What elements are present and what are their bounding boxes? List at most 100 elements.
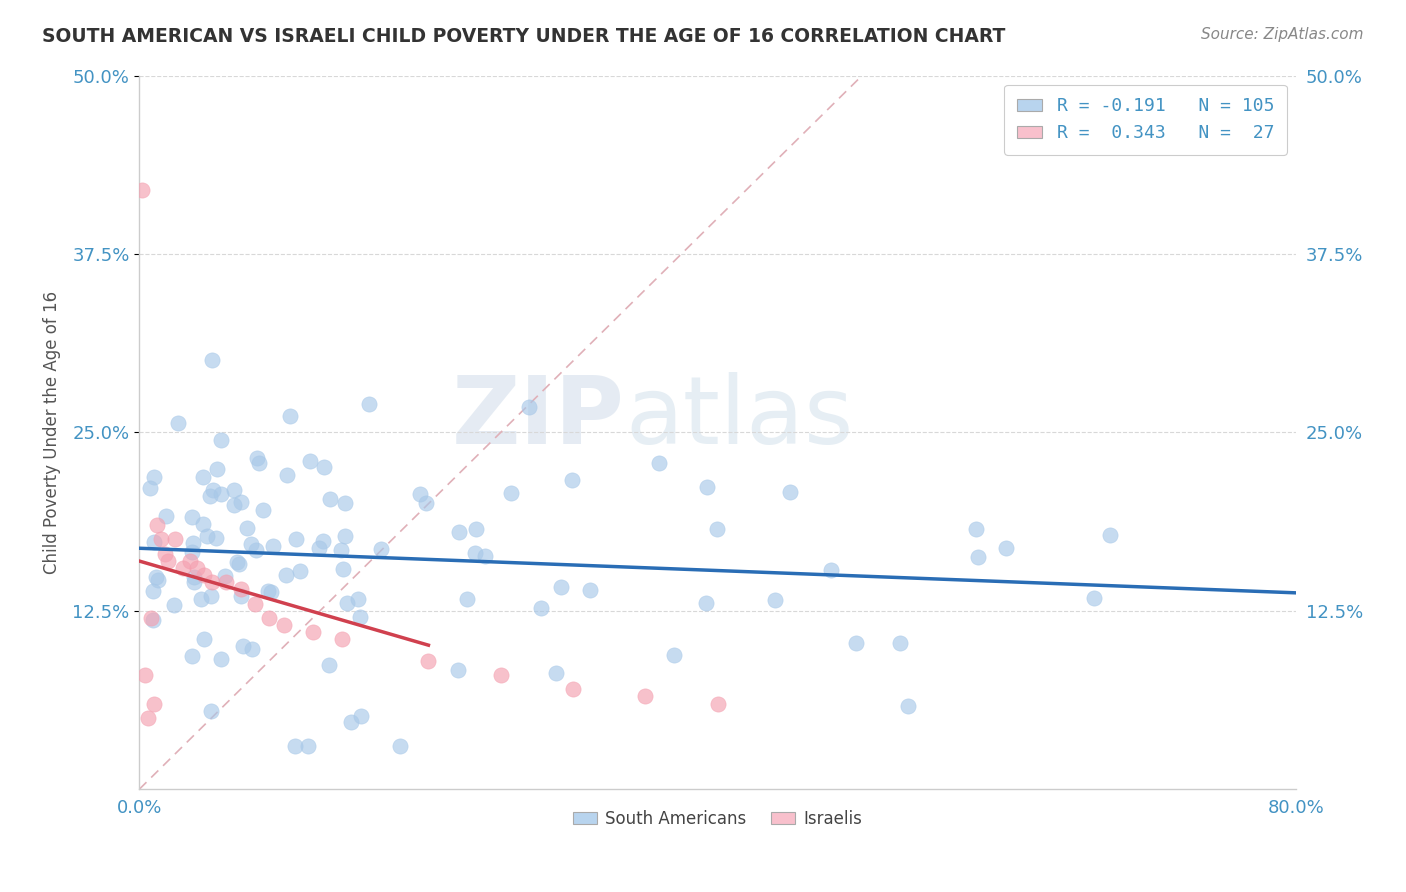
Point [370,541,392,556]
Point [243,597,266,611]
Point [278,409,301,423]
Point [889,636,911,650]
Point [247,456,270,470]
Point [456,592,478,607]
Point [706,697,728,711]
Point [447,663,470,677]
Point [273,618,295,632]
Point [389,739,412,754]
Point [202,483,225,497]
Point [181,545,204,559]
Point [464,546,486,560]
Point [240,641,263,656]
Point [232,639,254,653]
Point [181,648,204,663]
Point [229,590,252,604]
Point [193,632,215,646]
Point [209,487,232,501]
Point [696,480,718,494]
Point [142,613,165,627]
Point [186,561,208,575]
Text: atlas: atlas [626,372,853,464]
Point [530,601,553,615]
Point [239,537,262,551]
Point [779,484,801,499]
Point [245,543,267,558]
Point [195,529,218,543]
Point [179,554,201,568]
Point [561,474,583,488]
Point [333,496,356,510]
Point [145,570,167,584]
Point [544,666,567,681]
Point [142,584,165,599]
Point [163,599,186,613]
Point [201,352,224,367]
Point [967,550,990,565]
Point [145,518,167,533]
Point [201,575,224,590]
Point [146,573,169,587]
Point [260,585,283,599]
Point [134,668,156,682]
Point [299,453,322,467]
Point [648,456,671,470]
Point [994,541,1017,555]
Point [634,690,657,704]
Point [550,580,572,594]
Point [329,542,352,557]
Point [193,568,215,582]
Point [336,596,359,610]
Text: ZIP: ZIP [453,372,626,464]
Point [1083,591,1105,605]
Point [190,592,212,607]
Point [222,483,245,498]
Point [183,569,205,583]
Point [246,451,269,466]
Text: SOUTH AMERICAN VS ISRAELI CHILD POVERTY UNDER THE AGE OF 16 CORRELATION CHART: SOUTH AMERICAN VS ISRAELI CHILD POVERTY … [42,27,1005,45]
Point [965,522,987,536]
Point [200,704,222,718]
Point [229,494,252,508]
Point [214,569,236,583]
Point [333,529,356,543]
Point [897,699,920,714]
Point [136,711,159,725]
Point [215,575,238,590]
Point [262,539,284,553]
Point [347,591,370,606]
Point [259,611,281,625]
Point [205,462,228,476]
Point [225,556,247,570]
Point [562,682,585,697]
Point [519,400,541,414]
Point [285,532,308,546]
Point [205,531,228,545]
Point [418,654,440,668]
Point [763,592,786,607]
Point [209,651,232,665]
Point [172,561,194,575]
Point [143,535,166,549]
Point [449,525,471,540]
Point [318,658,340,673]
Point [142,697,165,711]
Legend: South Americans, Israelis: South Americans, Israelis [567,803,869,834]
Point [236,521,259,535]
Point [664,648,686,662]
Point [318,491,340,506]
Point [499,486,522,500]
Point [157,554,180,568]
Point [820,563,842,577]
Point [312,460,335,475]
Point [415,496,437,510]
Point [139,481,162,495]
Point [284,739,307,754]
Point [297,739,319,754]
Point [155,547,177,561]
Point [579,582,602,597]
Point [349,709,371,723]
Point [288,564,311,578]
Point [340,714,363,729]
Point [155,509,177,524]
